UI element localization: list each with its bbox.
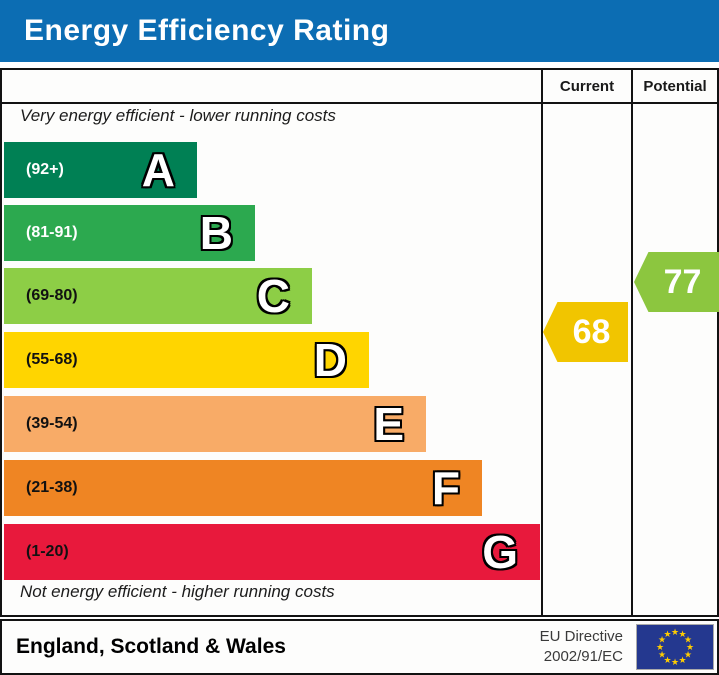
band-e-letter: E [373,398,404,450]
footer-bar: England, Scotland & Wales EU Directive 2… [0,619,719,675]
current-rating-value: 68 [572,312,611,351]
svg-text:★: ★ [678,656,686,666]
region-label: England, Scotland & Wales [16,635,286,658]
potential-column-divider [631,70,633,615]
band-d-letter: D [313,334,347,386]
band-d: (55-68) D [4,332,369,388]
band-e: (39-54) E [4,396,426,452]
eu-directive-line1: EU Directive [539,627,623,645]
top-caption: Very energy efficient - lower running co… [20,106,336,125]
svg-text:★: ★ [684,636,692,646]
eu-directive-label: EU Directive 2002/91/EC [540,621,623,673]
rating-chart: Current Potential Very energy efficient … [0,68,719,617]
current-column-divider [541,70,543,615]
svg-text:★: ★ [663,656,671,666]
header-row-divider [2,102,717,104]
band-f-range: (21-38) [26,479,78,496]
band-a-range: (92+) [26,161,64,178]
band-g-letter: G [482,526,518,578]
current-column-header: Current [559,77,615,95]
band-c-letter: C [256,270,290,322]
svg-text:★: ★ [656,643,664,653]
potential-rating-marker: 77 [634,252,719,312]
band-a-letter: A [141,144,175,196]
band-f-letter: F [431,462,460,514]
eu-flag-field [637,625,713,669]
svg-text:★: ★ [658,636,666,646]
band-g: (1-20) G [4,524,540,580]
potential-column-header: Potential [643,77,707,95]
potential-rating-value: 77 [663,262,702,301]
band-c: (69-80) C [4,268,312,324]
svg-text:★: ★ [663,630,671,640]
band-g-range: (1-20) [26,543,69,560]
svg-text:★: ★ [658,651,666,661]
band-b: (81-91) B [4,205,255,261]
current-rating-marker: 68 [543,302,628,362]
band-f: (21-38) F [4,460,482,516]
svg-text:★: ★ [671,628,679,638]
band-c-range: (69-80) [26,287,78,304]
band-b-range: (81-91) [26,224,78,241]
svg-text:★: ★ [684,651,692,661]
eu-flag-icon: ★ ★ ★ ★ ★ ★ ★ ★ ★ ★ ★ ★ [636,624,714,670]
band-a: (92+) A [4,142,197,198]
band-b-letter: B [199,207,233,259]
bottom-caption: Not energy efficient - higher running co… [20,582,335,601]
page-title: Energy Efficiency Rating [24,14,390,47]
svg-text:★: ★ [686,643,694,653]
band-d-range: (55-68) [26,351,78,368]
eu-directive-line2: 2002/91/EC [543,648,623,665]
svg-text:★: ★ [678,630,686,640]
title-bar: Energy Efficiency Rating [0,0,719,62]
svg-text:★: ★ [671,658,679,668]
band-e-range: (39-54) [26,415,78,432]
